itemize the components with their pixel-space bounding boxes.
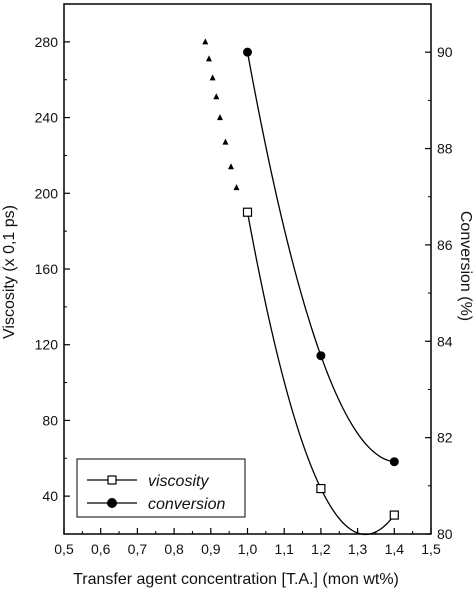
x-tick-label: 1,4 [385, 541, 405, 557]
y-left-axis-ticks: 40 80 120 160 200 240 280 [35, 34, 70, 535]
conversion-fit-curve [246, 52, 395, 463]
viscosity-point [389, 510, 399, 520]
triangle-point [213, 93, 220, 100]
triangle-point [216, 114, 223, 121]
y-right-axis-label: Conversion (%) [457, 211, 474, 321]
x-tick-label: 1,3 [348, 541, 368, 557]
triangle-point [222, 138, 229, 145]
conversion-point [243, 47, 252, 57]
legend-conversion-label: conversion [148, 496, 225, 513]
y-right-tick-label: 84 [437, 333, 453, 349]
y-left-axis-label: Viscosity (x 0,1 ps) [1, 205, 18, 339]
y-left-tick-label: 80 [42, 412, 58, 428]
x-axis-label: Transfer agent concentration [T.A.] (mon… [73, 571, 399, 588]
y-right-tick-label: 82 [437, 430, 453, 446]
legend-viscosity-marker [107, 475, 117, 485]
legend-conversion-marker [107, 498, 117, 508]
x-tick-label: 0,8 [164, 541, 184, 557]
x-tick-label: 0,6 [91, 541, 111, 557]
fit-curves [246, 52, 395, 536]
legend-box [76, 458, 246, 518]
y-left-tick-label: 120 [35, 337, 59, 353]
viscosity-point [242, 207, 253, 217]
x-tick-label: 1,5 [421, 541, 441, 557]
x-tick-label: 1,2 [311, 541, 331, 557]
y-right-tick-label: 88 [437, 141, 453, 157]
x-tick-label: 0,9 [201, 541, 221, 557]
x-axis-ticks: 0,5 0,6 0,7 0,8 0,9 1,0 1,1 1,2 1,3 1,4 1,5 [54, 528, 441, 557]
y-right-tick-label: 86 [437, 237, 453, 253]
data-markers [202, 38, 399, 520]
y-left-tick-label: 280 [35, 34, 59, 50]
triangle-point [202, 38, 209, 45]
triangle-point [233, 184, 240, 191]
viscosity-point [316, 483, 326, 494]
conversion-point [316, 351, 326, 361]
triangle-point [209, 74, 216, 81]
y-right-tick-label: 90 [437, 44, 453, 60]
y-left-tick-label: 40 [42, 488, 58, 504]
triangle-point [205, 55, 212, 62]
y-right-tick-label: 80 [437, 526, 453, 542]
legend-viscosity-label: viscosity [148, 473, 209, 490]
y-right-axis-ticks: 80 82 84 86 88 90 [425, 3, 453, 542]
legend: viscosity conversion [76, 458, 246, 518]
x-tick-label: 1,0 [238, 541, 258, 557]
y-left-tick-label: 200 [35, 185, 59, 201]
y-left-tick-label: 160 [35, 261, 59, 277]
x-tick-label: 0,5 [54, 541, 74, 557]
x-tick-label: 1,1 [274, 541, 294, 557]
y-left-tick-label: 240 [35, 110, 59, 126]
conversion-point [389, 457, 399, 467]
triangle-point [227, 163, 234, 170]
x-tick-label: 0,7 [128, 541, 148, 557]
